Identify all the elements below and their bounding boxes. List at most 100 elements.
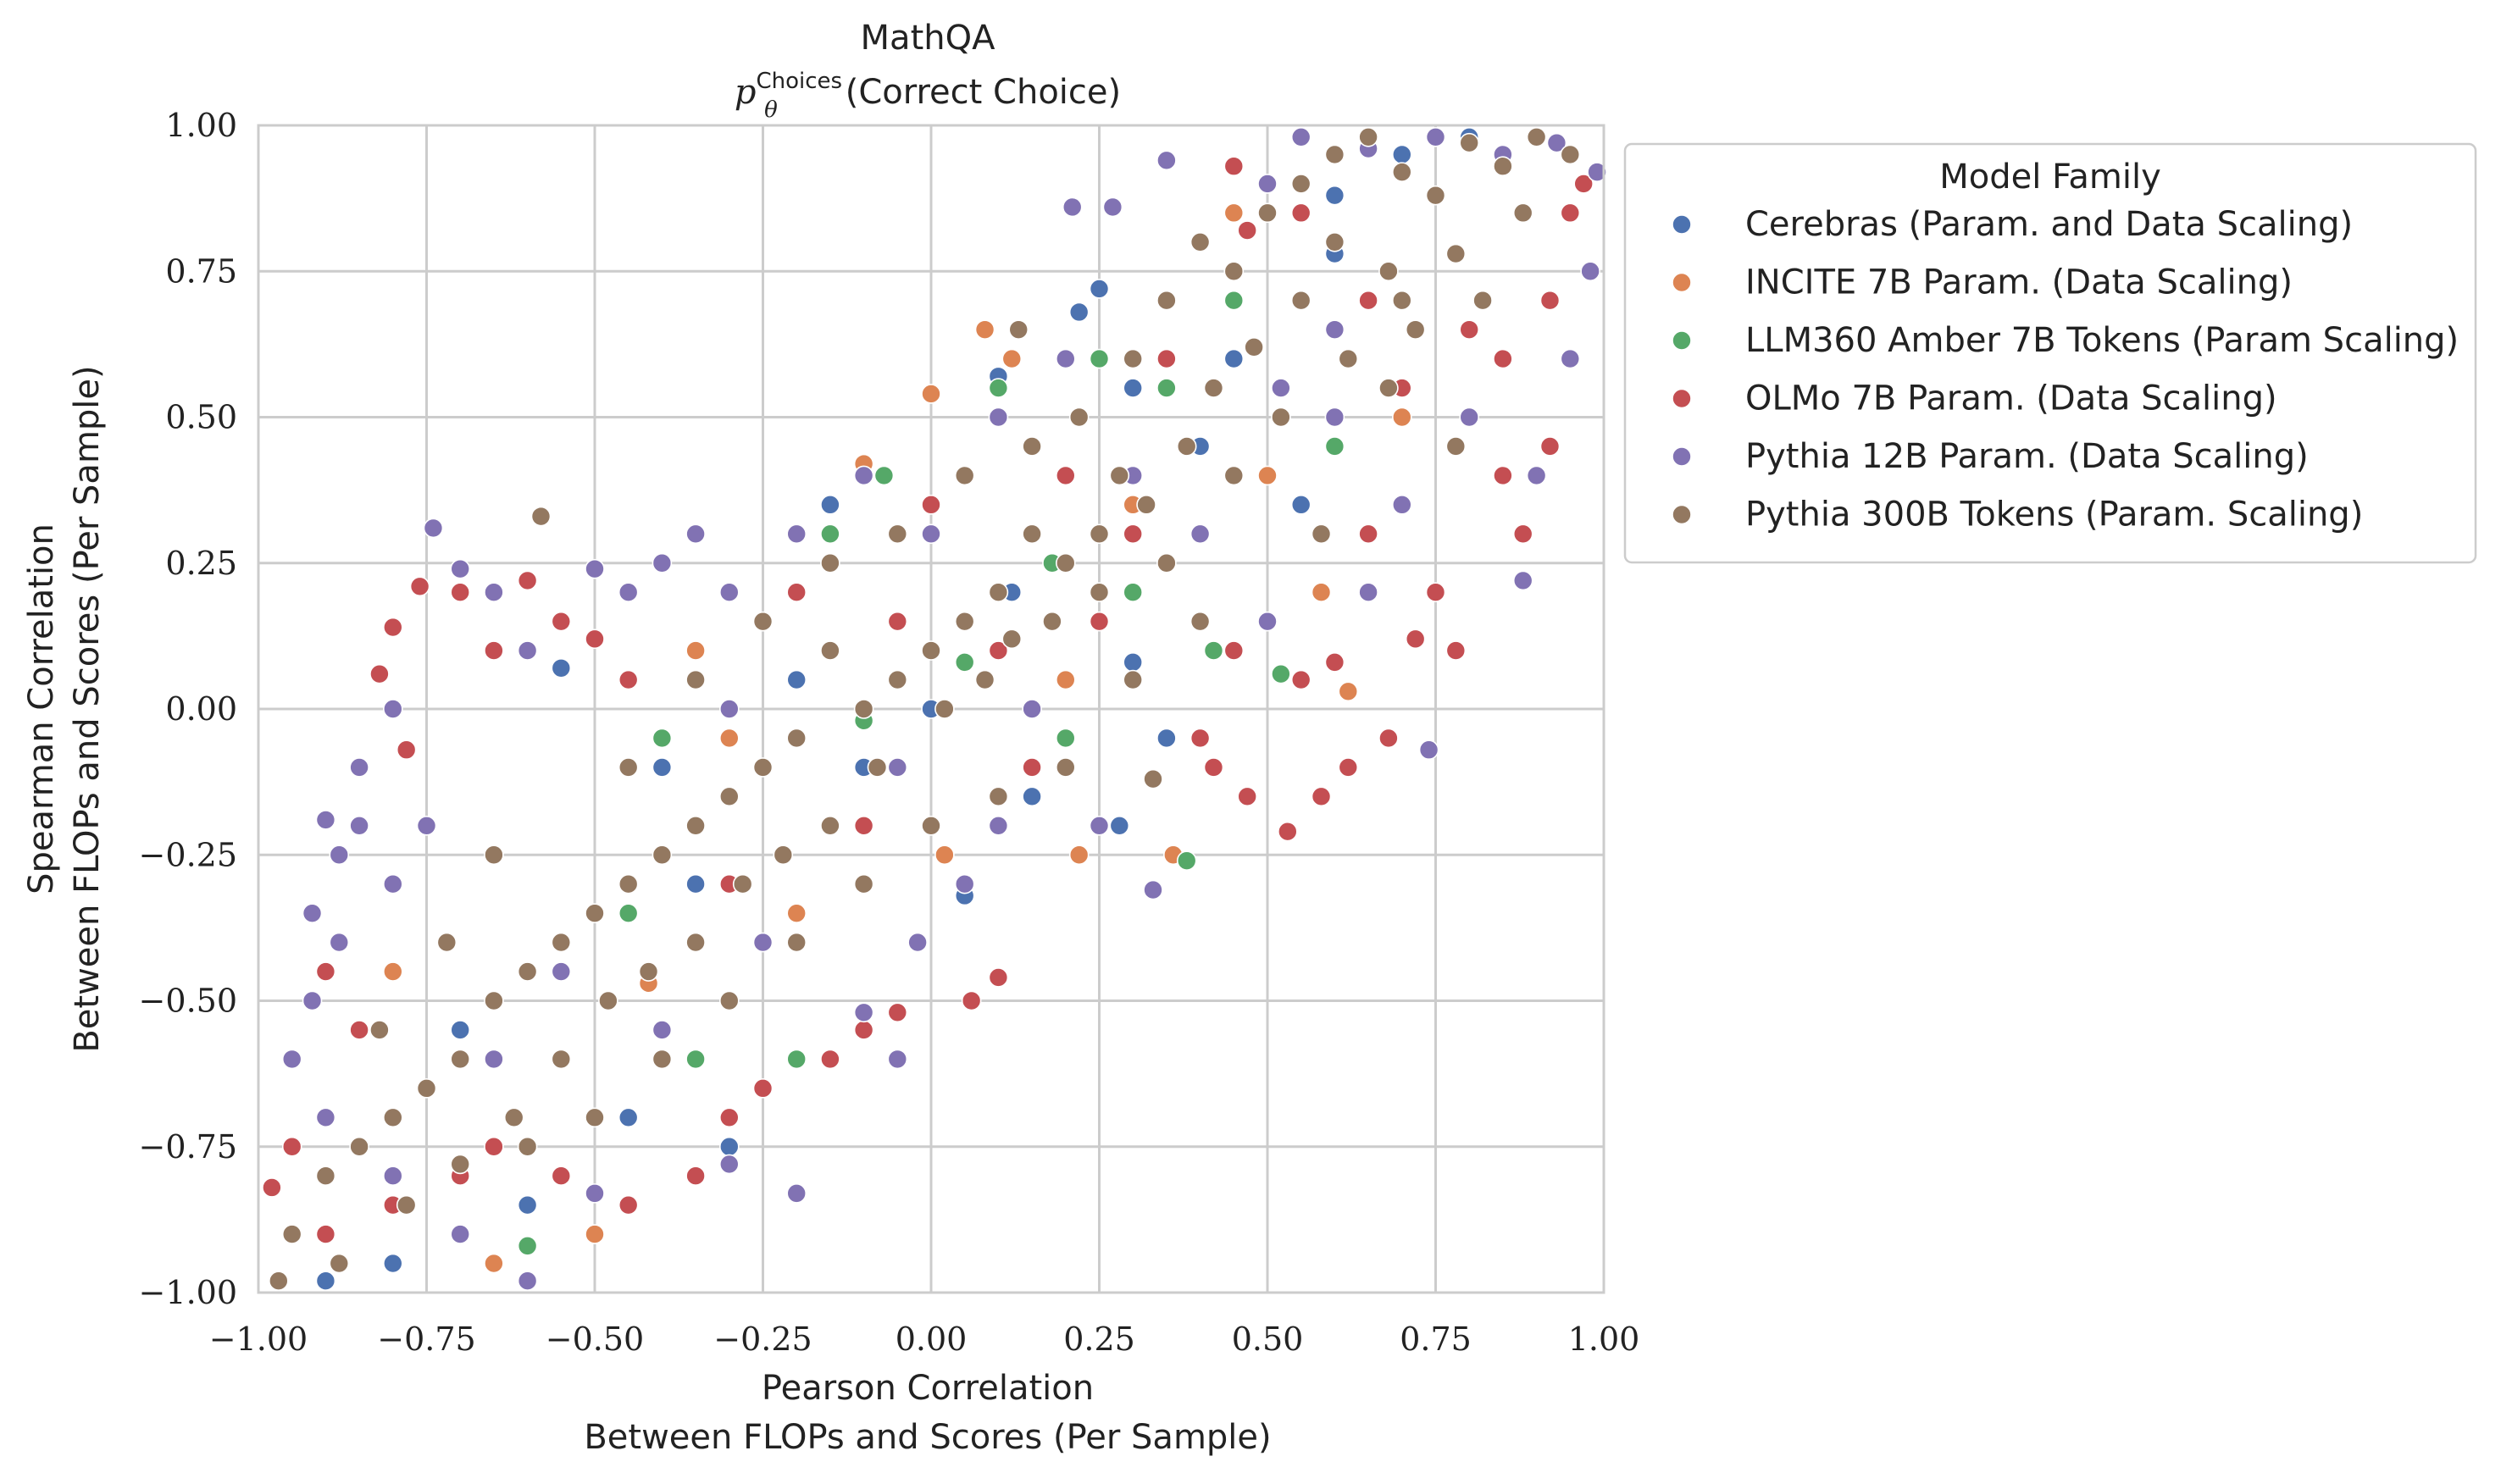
scatter-point (1001, 628, 1023, 650)
scatter-point (1223, 202, 1245, 224)
scatter-point (1089, 523, 1110, 545)
scatter-point (1102, 197, 1123, 218)
scatter-point (1324, 407, 1345, 428)
scatter-point (551, 932, 572, 953)
legend-label: OLMo 7B Param. (Data Scaling) (1745, 379, 2277, 418)
scatter-point (1290, 669, 1312, 690)
scatter-point (1143, 879, 1163, 900)
series-5 (269, 126, 1581, 1292)
scatter-point (786, 903, 807, 923)
scatter-point (954, 611, 975, 632)
scatter-point (1062, 197, 1083, 218)
scatter-point (954, 465, 975, 486)
scatter-point (638, 961, 659, 982)
scatter-point (382, 699, 403, 719)
scatter-point (1493, 348, 1513, 369)
scatter-point (820, 552, 840, 573)
scatter-point (652, 552, 673, 573)
scatter-point (618, 1194, 639, 1215)
scatter-point (786, 1183, 807, 1204)
scatter-point (853, 1020, 874, 1040)
scatter-point (382, 961, 403, 982)
x-tick-label: −0.75 (377, 1321, 475, 1358)
scatter-point (652, 1049, 673, 1070)
scatter-point (652, 728, 673, 749)
scatter-point (1539, 436, 1561, 457)
scatter-point (718, 990, 740, 1011)
scatter-point (1257, 465, 1278, 486)
scatter-point (262, 1177, 282, 1198)
scatter-point (853, 1002, 874, 1023)
scatter-point (598, 990, 618, 1011)
scatter-point (1493, 465, 1513, 486)
scatter-point (1257, 174, 1278, 194)
scatter-point (685, 669, 706, 690)
scatter-point (450, 582, 471, 603)
scatter-point (382, 873, 403, 894)
subtitle-text: (Correct Choice) (846, 73, 1121, 112)
scatter-point (1392, 407, 1412, 428)
scatter-point (752, 932, 774, 953)
legend-marker (1672, 214, 1692, 235)
scatter-point (585, 1224, 605, 1244)
y-tick-label: 1.00 (165, 107, 237, 144)
scatter-point (1546, 132, 1567, 153)
scatter-point (302, 903, 323, 923)
scatter-point (1271, 407, 1291, 428)
scatter-point (1459, 407, 1479, 428)
scatter-point (820, 523, 840, 545)
x-tick-labels: −1.00 −0.75 −0.50 −0.25 0.00 0.25 0.50 0.75 1.00 (209, 1321, 1640, 1358)
y-tick-label: −0.25 (139, 836, 237, 873)
scatter-point (1022, 786, 1042, 807)
scatter-point (887, 611, 908, 632)
scatter-point (1156, 290, 1177, 311)
scatter-point (269, 1271, 289, 1292)
scatter-point (1512, 202, 1533, 224)
scatter-point (1156, 552, 1177, 573)
scatter-point (732, 873, 753, 894)
scatter-point (369, 1020, 390, 1040)
x-axis-label-line2: Between FLOPs and Scores (Per Sample) (584, 1418, 1271, 1457)
scatter-point (1089, 611, 1110, 632)
y-tick-labels: 1.00 0.75 0.50 0.25 0.00 −0.25 −0.50 −0.75 −1.00 (139, 107, 237, 1311)
scatter-point (1512, 523, 1533, 545)
scatter-point (1008, 319, 1029, 340)
scatter-point (1176, 436, 1197, 457)
legend-label: LLM360 Amber 7B Tokens (Param Scaling) (1745, 321, 2459, 360)
scatter-point (1358, 290, 1378, 311)
scatter-point (853, 699, 874, 719)
legend-marker (1672, 504, 1692, 525)
scatter-point (329, 932, 350, 953)
scatter-point (484, 844, 504, 866)
scatter-point (1392, 162, 1412, 182)
scatter-point (1056, 757, 1076, 778)
scatter-point (685, 1166, 706, 1186)
scatter-point (1156, 378, 1177, 398)
legend-marker (1672, 330, 1692, 351)
scatter-point (1512, 570, 1533, 591)
scatter-point (1156, 728, 1177, 749)
y-tick-label: 0.00 (165, 690, 237, 728)
scatter-point (1324, 652, 1345, 673)
scatter-point (517, 961, 538, 982)
scatter-point (1324, 144, 1345, 165)
scatter-point (1223, 348, 1245, 369)
scatter-point (1278, 821, 1298, 842)
scatter-point (1378, 378, 1399, 398)
scatter-point (1223, 640, 1245, 661)
scatter-point (1311, 523, 1332, 545)
scatter-point (820, 495, 840, 515)
scatter-point (1573, 174, 1594, 194)
scatter-point (349, 757, 369, 778)
scatter-point (1290, 202, 1312, 224)
scatter-point (685, 640, 706, 661)
scatter-point (1580, 261, 1600, 282)
scatter-point (416, 815, 437, 836)
scatter-point (517, 1271, 538, 1292)
scatter-point (349, 1136, 369, 1157)
scatter-point (1203, 640, 1224, 661)
scatter-point (1445, 436, 1467, 457)
scatter-point (988, 786, 1009, 807)
legend-items: Cerebras (Param. and Data Scaling) INCITE… (1672, 205, 2459, 534)
scatter-point (786, 582, 807, 603)
